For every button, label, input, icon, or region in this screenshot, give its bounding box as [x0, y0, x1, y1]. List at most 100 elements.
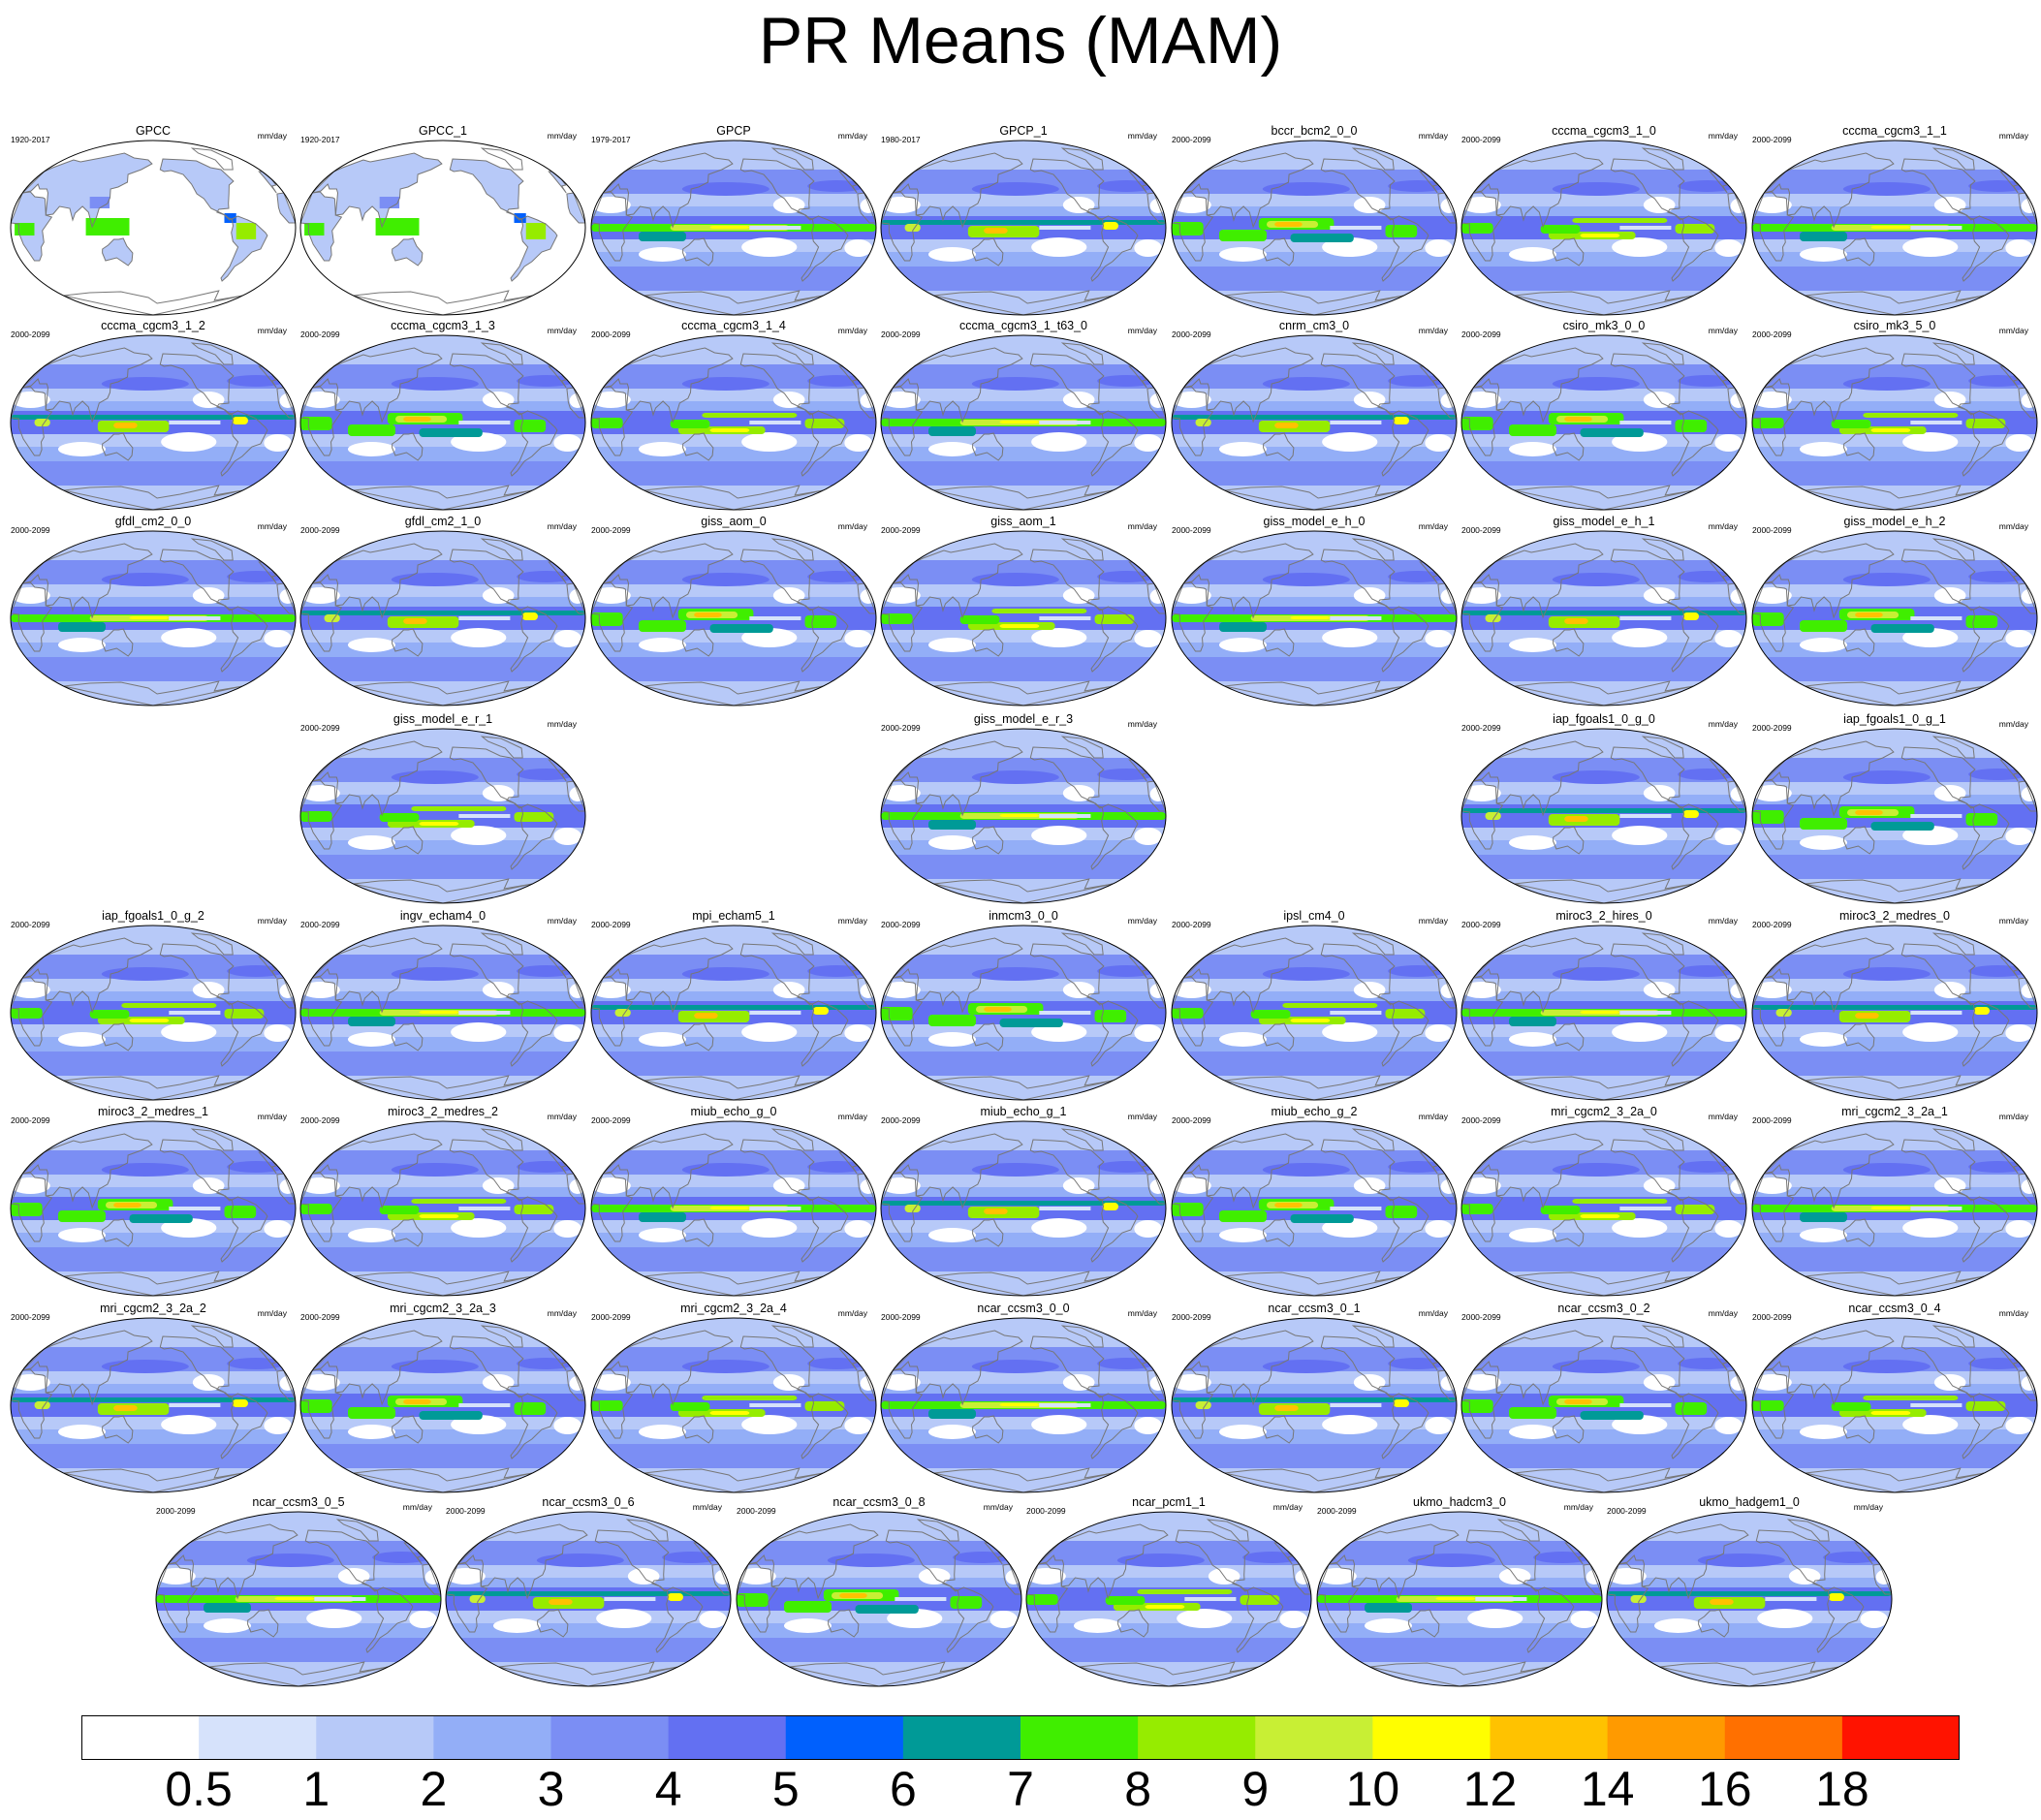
panel-title: GPCC — [8, 124, 298, 138]
colorbar-tick-label: 0.5 — [150, 1762, 247, 1816]
map-panel: mri_cgcm2_3_2a_0 2000-2099 mm/day — [1459, 1105, 1749, 1299]
panel-title: miroc3_2_medres_1 — [8, 1105, 298, 1118]
precip-map — [8, 332, 298, 513]
map-panel: mri_cgcm2_3_2a_4 2000-2099 mm/day — [588, 1302, 879, 1495]
panel-title: ipsl_cm4_0 — [1169, 909, 1460, 923]
precip-map — [298, 138, 588, 318]
colorbar-tick-label: 9 — [1207, 1762, 1303, 1816]
map-panel: giss_model_e_r_3 2000-2099 mm/day — [878, 712, 1169, 906]
map-panel: cccma_cgcm3_1_0 2000-2099 mm/day — [1459, 124, 1749, 318]
precip-map — [8, 1118, 298, 1299]
panel-title: miub_echo_g_0 — [588, 1105, 879, 1118]
colorbar-tick-label: 7 — [972, 1762, 1069, 1816]
map-panel: ncar_ccsm3_0_5 2000-2099 mm/day — [153, 1495, 444, 1689]
panel-title: cccma_cgcm3_1_2 — [8, 319, 298, 332]
colorbar-tick-label: 2 — [385, 1762, 482, 1816]
precip-map — [298, 726, 588, 906]
panel-title: mri_cgcm2_3_2a_1 — [1749, 1105, 2040, 1118]
panel-title: mri_cgcm2_3_2a_3 — [298, 1302, 588, 1315]
panel-title: mri_cgcm2_3_2a_0 — [1459, 1105, 1749, 1118]
colorbar-tick-label: 12 — [1442, 1762, 1539, 1816]
precip-map — [1749, 1118, 2040, 1299]
colorbar-tick-label: 4 — [620, 1762, 717, 1816]
precip-map — [298, 1315, 588, 1495]
map-panel: cccma_cgcm3_1_t63_0 2000-2099 mm/day — [878, 319, 1169, 513]
panel-title: cnrm_cm3_0 — [1169, 319, 1460, 332]
map-panel: cnrm_cm3_0 2000-2099 mm/day — [1169, 319, 1460, 513]
precip-map — [878, 332, 1169, 513]
precip-map — [878, 1315, 1169, 1495]
precip-map — [1169, 332, 1460, 513]
map-panel: ncar_ccsm3_0_0 2000-2099 mm/day — [878, 1302, 1169, 1495]
map-panel: ncar_ccsm3_0_8 2000-2099 mm/day — [734, 1495, 1024, 1689]
precip-map — [153, 1509, 444, 1689]
panel-title: iap_fgoals1_0_g_1 — [1749, 712, 2040, 726]
precip-map — [298, 1118, 588, 1299]
panel-title: giss_aom_0 — [588, 515, 879, 528]
map-panel: ncar_ccsm3_0_4 2000-2099 mm/day — [1749, 1302, 2040, 1495]
precip-map — [1169, 1315, 1460, 1495]
colorbar-swatch — [903, 1715, 1021, 1760]
map-panel: miroc3_2_medres_1 2000-2099 mm/day — [8, 1105, 298, 1299]
precip-map — [588, 332, 879, 513]
panel-title: GPCP — [588, 124, 879, 138]
panel-title: GPCP_1 — [878, 124, 1169, 138]
map-panel: csiro_mk3_0_0 2000-2099 mm/day — [1459, 319, 1749, 513]
map-panel: ukmo_hadcm3_0 2000-2099 mm/day — [1314, 1495, 1605, 1689]
panel-title: ncar_ccsm3_0_5 — [153, 1495, 444, 1509]
precip-map — [1169, 528, 1460, 708]
panel-title: giss_model_e_r_1 — [298, 712, 588, 726]
map-panel: giss_model_e_r_1 2000-2099 mm/day — [298, 712, 588, 906]
map-panel: GPCC 1920-2017 mm/day — [8, 124, 298, 318]
precip-map — [588, 138, 879, 318]
colorbar-tick-label: 6 — [855, 1762, 952, 1816]
panel-title: ncar_ccsm3_0_0 — [878, 1302, 1169, 1315]
precip-map — [1749, 726, 2040, 906]
precip-map — [1459, 332, 1749, 513]
map-panel: GPCP_1 1980-2017 mm/day — [878, 124, 1169, 318]
precip-map — [1459, 138, 1749, 318]
panel-title: ukmo_hadcm3_0 — [1314, 1495, 1605, 1509]
map-panel: mri_cgcm2_3_2a_2 2000-2099 mm/day — [8, 1302, 298, 1495]
panel-title: ncar_ccsm3_0_6 — [443, 1495, 734, 1509]
map-panel: giss_model_e_h_2 2000-2099 mm/day — [1749, 515, 2040, 708]
panel-title: inmcm3_0_0 — [878, 909, 1169, 923]
precip-map — [878, 528, 1169, 708]
map-panel: mri_cgcm2_3_2a_1 2000-2099 mm/day — [1749, 1105, 2040, 1299]
map-panel: bccr_bcm2_0_0 2000-2099 mm/day — [1169, 124, 1460, 318]
precip-map — [8, 138, 298, 318]
colorbar-swatch — [551, 1715, 670, 1760]
precip-map — [878, 138, 1169, 318]
colorbar-swatch — [316, 1715, 434, 1760]
map-panel: miroc3_2_medres_0 2000-2099 mm/day — [1749, 909, 2040, 1103]
map-panel: ncar_ccsm3_0_2 2000-2099 mm/day — [1459, 1302, 1749, 1495]
precip-map — [1169, 138, 1460, 318]
panel-title: bccr_bcm2_0_0 — [1169, 124, 1460, 138]
precip-map — [1314, 1509, 1605, 1689]
precip-map — [1749, 138, 2040, 318]
precip-map — [588, 1118, 879, 1299]
panel-title: cccma_cgcm3_1_4 — [588, 319, 879, 332]
panel-title: ncar_ccsm3_0_4 — [1749, 1302, 2040, 1315]
precip-map — [1023, 1509, 1314, 1689]
panel-title: mri_cgcm2_3_2a_2 — [8, 1302, 298, 1315]
colorbar-tick-label: 18 — [1794, 1762, 1891, 1816]
panel-title: ncar_ccsm3_0_1 — [1169, 1302, 1460, 1315]
precip-map — [1749, 1315, 2040, 1495]
panel-title: ncar_ccsm3_0_2 — [1459, 1302, 1749, 1315]
map-panel: cccma_cgcm3_1_3 2000-2099 mm/day — [298, 319, 588, 513]
map-panel: mri_cgcm2_3_2a_3 2000-2099 mm/day — [298, 1302, 588, 1495]
colorbar-tick-label: 1 — [267, 1762, 364, 1816]
precip-map — [1459, 923, 1749, 1103]
precip-map — [1749, 923, 2040, 1103]
colorbar-swatch — [669, 1715, 787, 1760]
panel-title: GPCC_1 — [298, 124, 588, 138]
panel-title: miroc3_2_medres_2 — [298, 1105, 588, 1118]
colorbar-tick-label: 10 — [1324, 1762, 1421, 1816]
precip-map — [1169, 1118, 1460, 1299]
colorbar-swatch — [1138, 1715, 1256, 1760]
precip-map — [8, 923, 298, 1103]
map-panel: ipsl_cm4_0 2000-2099 mm/day — [1169, 909, 1460, 1103]
precip-map — [878, 726, 1169, 906]
precip-map — [8, 528, 298, 708]
